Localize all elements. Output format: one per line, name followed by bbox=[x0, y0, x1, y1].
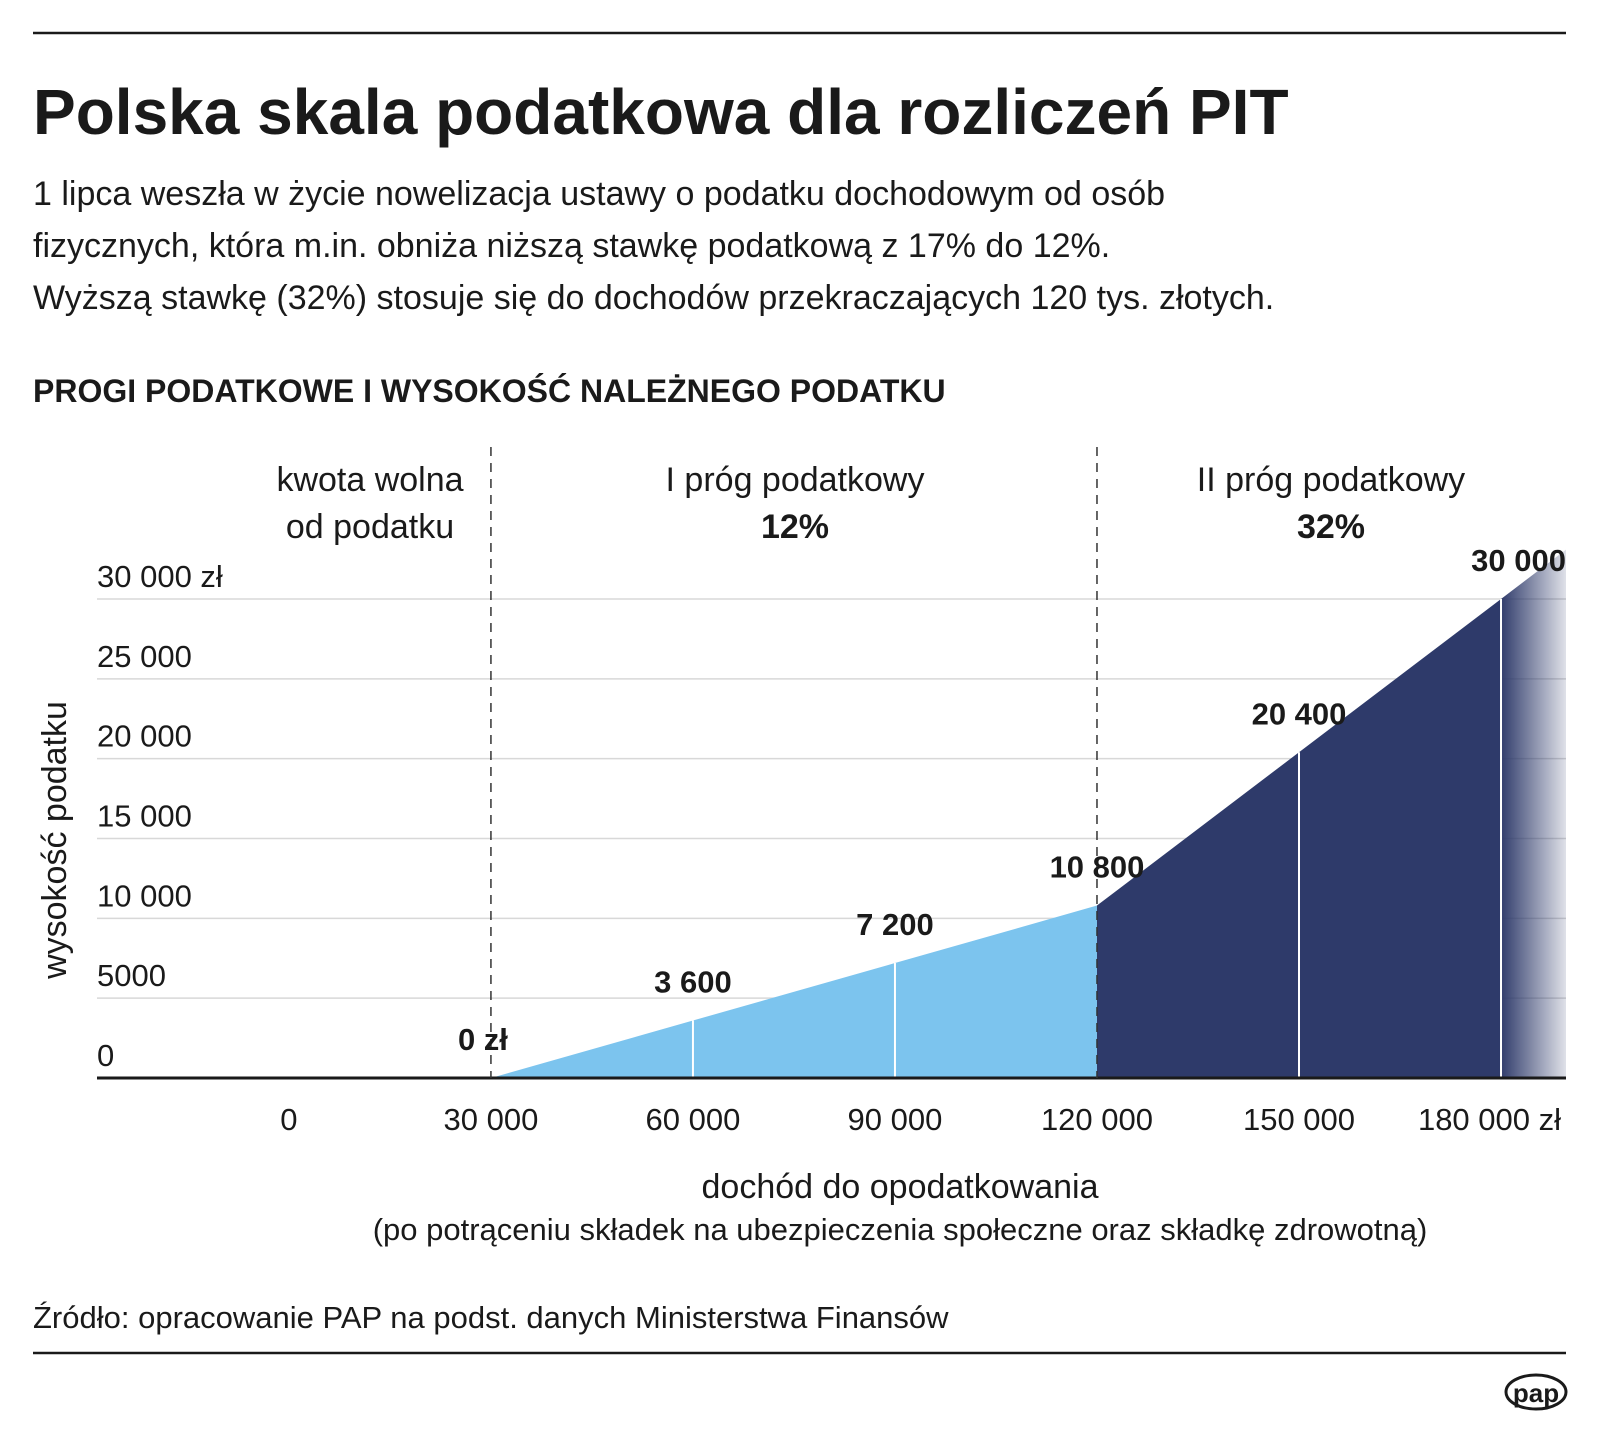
plot: 0 5000 10 000 15 000 20 000 25 000 30 000 zł 0 3… bbox=[97, 447, 1566, 1137]
region-label: II próg podatkowy bbox=[1197, 461, 1465, 499]
logo-frame bbox=[1504, 1373, 1568, 1411]
region-label: kwota wolna bbox=[276, 461, 463, 499]
x-tick-label: 30 000 bbox=[444, 1102, 539, 1137]
value-label: 3 600 bbox=[654, 965, 732, 1000]
y-tick-label: 10 000 bbox=[97, 878, 192, 913]
logo: pap bbox=[1513, 1378, 1559, 1408]
y-tick-label: 0 bbox=[97, 1038, 114, 1073]
x-axis-note: (po potrąceniu składek na ubezpieczenia … bbox=[373, 1212, 1428, 1247]
region-label: I próg podatkowy bbox=[666, 461, 925, 499]
y-tick-label: 20 000 bbox=[97, 719, 192, 754]
value-label: 7 200 bbox=[856, 907, 934, 942]
x-tick-label: 90 000 bbox=[848, 1102, 943, 1137]
y-tick-label: 25 000 bbox=[97, 639, 192, 674]
y-tick-label: 30 000 zł bbox=[97, 559, 223, 594]
area bbox=[490, 905, 1097, 1078]
subtitle: 1 lipca weszła w życie nowelizacja ustaw… bbox=[33, 175, 1165, 213]
value-label: 0 zł bbox=[458, 1022, 508, 1057]
value-label: 30 000 bbox=[1471, 543, 1566, 578]
area bbox=[1096, 549, 1566, 1078]
x-tick-label: 60 000 bbox=[646, 1102, 741, 1137]
y-axis-label: wysokość podatku bbox=[36, 701, 74, 980]
region-label: 12% bbox=[761, 508, 829, 546]
region-label: 32% bbox=[1297, 508, 1365, 546]
region-label: od podatku bbox=[286, 508, 454, 546]
x-tick-label: 120 000 bbox=[1041, 1102, 1153, 1137]
x-axis-label: dochód do opodatkowania bbox=[702, 1168, 1099, 1206]
y-tick-label: 15 000 bbox=[97, 798, 192, 833]
value-label: 10 800 bbox=[1050, 850, 1145, 885]
y-tick-label: 5000 bbox=[97, 958, 166, 993]
subtitle: Wyższą stawkę (32%) stosuje się do docho… bbox=[33, 279, 1274, 317]
chart-title: PROGI PODATKOWE I WYSOKOŚĆ NALEŻNEGO POD… bbox=[33, 373, 946, 409]
x-tick-label: 150 000 bbox=[1243, 1102, 1355, 1137]
title: Polska skala podatkowa dla rozliczeń PIT bbox=[33, 76, 1289, 148]
x-tick-label: 180 000 zł bbox=[1418, 1102, 1561, 1137]
x-tick-label: 0 bbox=[280, 1102, 297, 1137]
source: Źródło: opracowanie PAP na podst. danych… bbox=[33, 1300, 949, 1335]
subtitle: fizycznych, która m.in. obniża niższą st… bbox=[33, 227, 1110, 265]
value-label: 20 400 bbox=[1252, 696, 1347, 731]
